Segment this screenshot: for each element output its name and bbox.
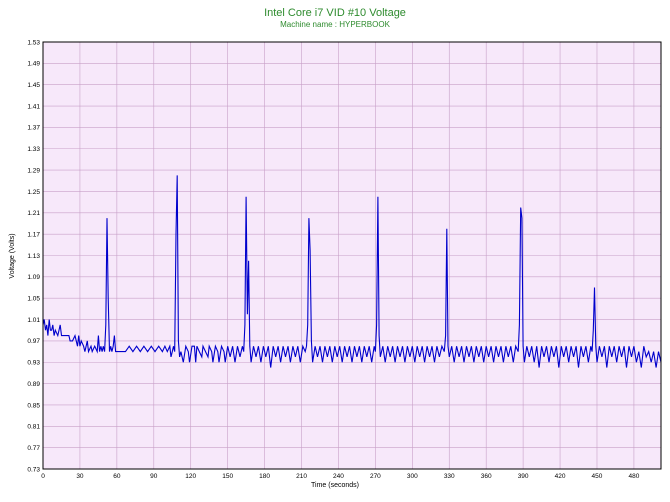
series-line-voltage [42,175,662,368]
chart-subtitle: Machine name : HYPERBOOK [280,20,390,29]
y-tick-label: 1.29 [27,167,40,174]
y-tick-label: 1.41 [27,103,40,110]
y-axis-label: Voltage (Volts) [9,233,16,278]
x-tick-label: 90 [150,473,158,480]
x-axis-label: Time (seconds) [311,482,359,489]
y-tick-label: 0.73 [27,466,40,473]
y-tick-label: 1.45 [27,82,40,89]
x-tick-label: 390 [518,473,529,480]
x-tick-label: 30 [76,473,84,480]
y-tick-label: 0.89 [27,381,40,388]
plot-border [42,41,662,470]
y-tick-label: 0.85 [27,402,40,409]
y-tick-label: 1.33 [27,146,40,153]
x-tick-label: 330 [444,473,455,480]
x-tick-label: 60 [113,473,121,480]
x-tick-label: 270 [370,473,381,480]
x-tick-label: 150 [222,473,233,480]
y-tick-label: 1.05 [27,296,40,303]
y-tick-label: 1.17 [27,231,40,238]
grid-lines [42,41,661,470]
y-tick-label: 1.37 [27,125,40,132]
y-tick-label: 0.81 [27,424,40,431]
y-tick-label: 1.21 [27,210,40,217]
y-tick-label: 1.01 [27,317,40,324]
y-tick-label: 1.53 [27,39,40,46]
y-tick-label: 1.13 [27,253,40,260]
x-axis-ticks: 0 30 60 90 120 150 180 210 240 270 300 330 360 390 420… [41,473,640,480]
y-axis-ticks: 0.73 0.77 0.81 0.85 0.89 0.93 0.97 1.01 1.05 1.09… [27,39,40,473]
x-tick-label: 240 [333,473,344,480]
chart-title: Intel Core i7 VID #10 Voltage [264,7,406,19]
x-tick-label: 180 [259,473,270,480]
y-tick-label: 1.09 [27,274,40,281]
y-tick-label: 1.49 [27,61,40,68]
x-tick-label: 420 [555,473,566,480]
x-tick-label: 0 [41,473,45,480]
x-tick-label: 360 [481,473,492,480]
x-tick-label: 450 [592,473,603,480]
y-tick-label: 1.25 [27,189,40,196]
x-tick-label: 120 [185,473,196,480]
y-tick-label: 0.97 [27,338,40,345]
y-tick-label: 0.93 [27,360,40,367]
x-tick-label: 210 [296,473,307,480]
x-tick-label: 480 [628,473,639,480]
x-tick-label: 300 [407,473,418,480]
y-tick-label: 0.77 [27,445,40,452]
